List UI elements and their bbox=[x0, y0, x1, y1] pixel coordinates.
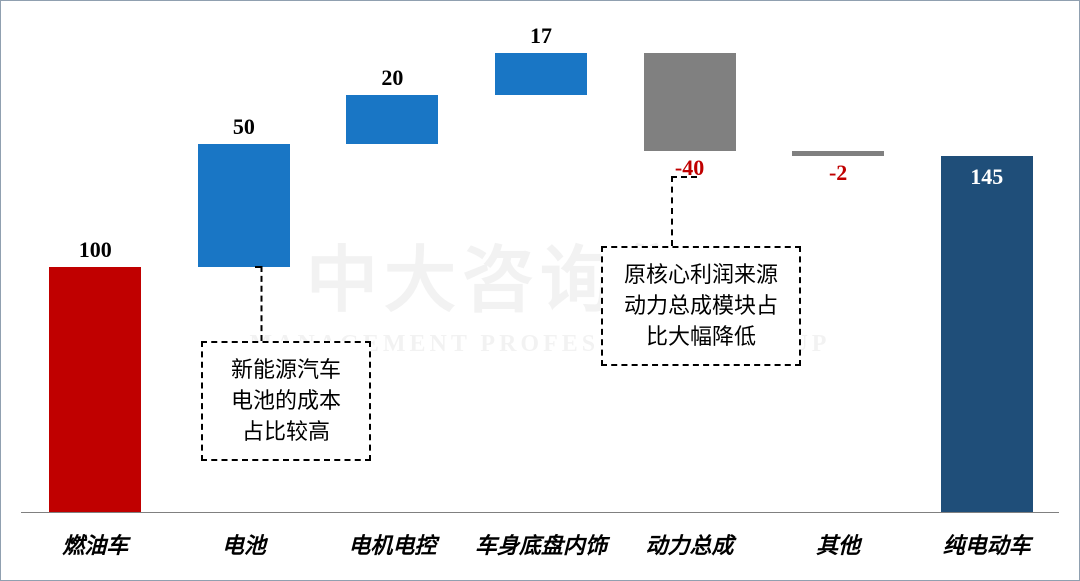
callout-powertrain: 原核心利润来源 动力总成模块占 比大幅降低 bbox=[601, 246, 801, 366]
callout-line: 动力总成模块占 bbox=[619, 291, 783, 322]
bar-2 bbox=[346, 95, 438, 144]
category-label: 电机电控 bbox=[348, 528, 436, 560]
callout-line: 比大幅降低 bbox=[619, 322, 783, 353]
bar-value-label: -2 bbox=[792, 160, 884, 186]
callout-leader bbox=[255, 266, 261, 268]
bar-6 bbox=[941, 156, 1033, 512]
callout-line: 占比较高 bbox=[219, 417, 353, 448]
bar-3 bbox=[495, 53, 587, 95]
bar-5 bbox=[792, 151, 884, 156]
bar-value-label: 100 bbox=[49, 237, 141, 263]
bar-0 bbox=[49, 267, 141, 513]
callout-leader bbox=[261, 266, 263, 341]
callout-leader bbox=[671, 176, 697, 178]
callout-battery: 新能源汽车 电池的成本 占比较高 bbox=[201, 341, 371, 461]
callout-leader bbox=[671, 176, 673, 246]
bar-value-label: 17 bbox=[495, 23, 587, 49]
callout-line: 新能源汽车 bbox=[219, 355, 353, 386]
category-label: 燃油车 bbox=[62, 528, 128, 560]
plot-area bbox=[21, 21, 1061, 512]
bar-value-label: 145 bbox=[941, 164, 1033, 190]
bar-1 bbox=[198, 144, 290, 267]
callout-line: 电池的成本 bbox=[219, 386, 353, 417]
category-label: 车身底盘内饰 bbox=[475, 528, 607, 560]
callout-line: 原核心利润来源 bbox=[619, 260, 783, 291]
category-label: 纯电动车 bbox=[943, 528, 1031, 560]
bar-value-label: 20 bbox=[346, 65, 438, 91]
bar-value-label: 50 bbox=[198, 114, 290, 140]
category-label: 电池 bbox=[222, 528, 266, 560]
category-label: 其他 bbox=[816, 528, 860, 560]
bar-4 bbox=[644, 53, 736, 151]
chart-frame: 中大咨询集团 MANAGEMENT PROFESSIONAL GROUP 新能源… bbox=[0, 0, 1080, 581]
category-label: 动力总成 bbox=[646, 528, 734, 560]
x-axis-baseline bbox=[21, 512, 1059, 513]
